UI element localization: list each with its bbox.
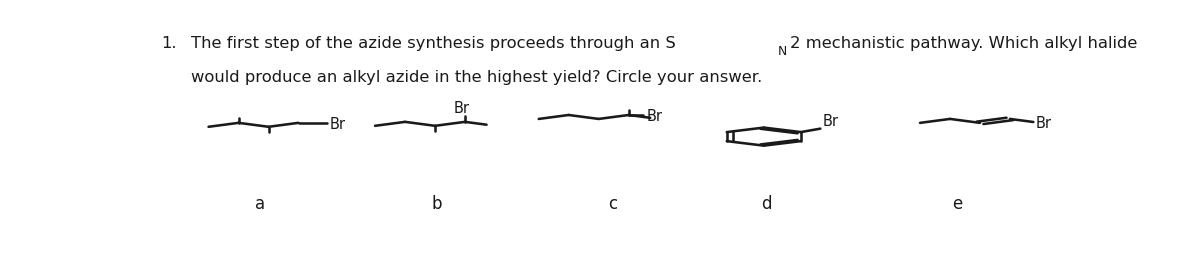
Text: d: d xyxy=(761,195,772,212)
Text: The first step of the azide synthesis proceeds through an S: The first step of the azide synthesis pr… xyxy=(191,36,676,51)
Text: Br: Br xyxy=(647,109,662,124)
Text: Br: Br xyxy=(454,101,470,116)
Text: N: N xyxy=(779,45,787,58)
Text: e: e xyxy=(952,195,962,212)
Text: b: b xyxy=(431,195,442,212)
Text: a: a xyxy=(254,195,265,212)
Text: 2 mechanistic pathway. Which alkyl halide: 2 mechanistic pathway. Which alkyl halid… xyxy=(790,36,1138,51)
Text: would produce an alkyl azide in the highest yield? Circle your answer.: would produce an alkyl azide in the high… xyxy=(191,70,762,85)
Text: Br: Br xyxy=(330,117,346,131)
Text: 1.: 1. xyxy=(161,36,176,51)
Text: Br: Br xyxy=(822,113,839,128)
Text: c: c xyxy=(608,195,618,212)
Text: Br: Br xyxy=(1036,116,1052,131)
